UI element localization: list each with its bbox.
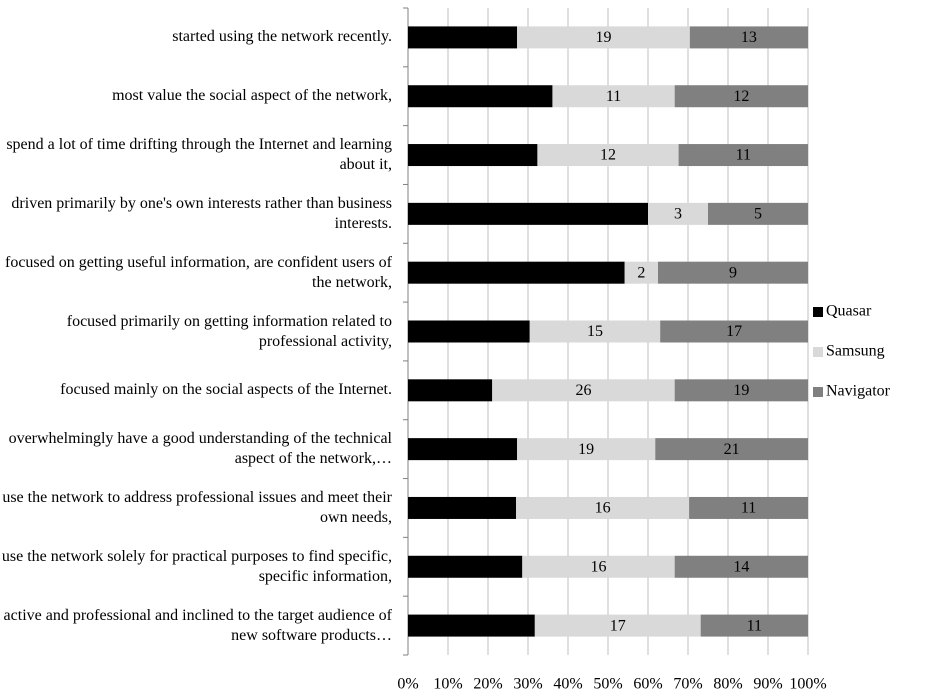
bar bbox=[408, 320, 530, 343]
data-label: 12 bbox=[457, 558, 473, 575]
bar bbox=[689, 496, 808, 519]
legend-swatch bbox=[813, 307, 823, 317]
x-tick-label: 40% bbox=[553, 676, 582, 693]
bar bbox=[534, 614, 701, 637]
x-tick-label: 60% bbox=[633, 676, 662, 693]
bar bbox=[517, 438, 656, 461]
data-label: 12 bbox=[600, 147, 616, 164]
bar bbox=[537, 144, 679, 167]
data-label: 11 bbox=[741, 500, 756, 517]
bar bbox=[492, 379, 675, 402]
data-label: 5 bbox=[754, 206, 762, 223]
data-label: 12 bbox=[520, 206, 536, 223]
y-tick-label: driven primarily by one's own interests … bbox=[11, 194, 392, 232]
data-label: 14 bbox=[461, 323, 477, 340]
y-tick-label: started using the network recently. bbox=[172, 28, 392, 46]
data-label: 11 bbox=[465, 147, 480, 164]
legend-swatch bbox=[813, 387, 823, 397]
bar bbox=[674, 555, 808, 578]
data-label: 3 bbox=[674, 206, 682, 223]
data-label: 13 bbox=[463, 617, 479, 634]
legend-label: Navigator bbox=[826, 383, 891, 400]
y-tick-label: use the network solely for practical pur… bbox=[1, 547, 392, 585]
legend-label: Quasar bbox=[826, 303, 872, 320]
bar bbox=[678, 144, 808, 167]
bar bbox=[516, 496, 690, 519]
data-label: 11 bbox=[747, 617, 762, 634]
x-tick-label: 80% bbox=[713, 676, 742, 693]
data-label: 19 bbox=[733, 382, 749, 399]
data-label: 12 bbox=[442, 382, 458, 399]
data-label: 11 bbox=[736, 147, 751, 164]
data-label: 12 bbox=[733, 88, 749, 105]
bar bbox=[522, 555, 675, 578]
bar bbox=[700, 614, 808, 637]
y-tick-label: focused on getting useful information, a… bbox=[5, 253, 392, 291]
data-label: 10 bbox=[454, 500, 470, 517]
data-label: 16 bbox=[590, 558, 606, 575]
x-tick-label: 0% bbox=[397, 676, 418, 693]
x-tick-label: 50% bbox=[593, 676, 622, 693]
data-label: 13 bbox=[472, 88, 488, 105]
bar bbox=[408, 202, 648, 225]
bar bbox=[648, 202, 708, 225]
data-label: 15 bbox=[587, 323, 603, 340]
bar bbox=[408, 26, 518, 49]
bar bbox=[660, 320, 808, 343]
bar bbox=[708, 202, 808, 225]
data-label: 13 bbox=[741, 29, 757, 46]
bar bbox=[529, 320, 661, 343]
data-label: 2 bbox=[637, 264, 645, 281]
y-tick-label: most value the social aspect of the netw… bbox=[112, 87, 392, 105]
bar bbox=[408, 261, 625, 284]
y-tick-label: spend a lot of time drifting through the… bbox=[6, 136, 392, 174]
x-tick-label: 90% bbox=[753, 676, 782, 693]
data-label: 26 bbox=[575, 382, 591, 399]
bar bbox=[408, 614, 535, 637]
x-tick-label: 70% bbox=[673, 676, 702, 693]
bar bbox=[517, 26, 690, 49]
y-tick-label: focused mainly on the social aspects of … bbox=[60, 381, 392, 399]
y-tick-label: use the network to address professional … bbox=[2, 488, 392, 526]
x-tick-label: 20% bbox=[473, 676, 502, 693]
data-label: 16 bbox=[595, 500, 611, 517]
bar bbox=[552, 85, 675, 108]
data-label: 13 bbox=[508, 264, 524, 281]
data-label: 9 bbox=[729, 264, 737, 281]
y-tick-label: focused primarily on getting information… bbox=[66, 312, 392, 350]
y-tick-label: active and professional and inclined to … bbox=[3, 606, 392, 644]
bar bbox=[408, 85, 553, 108]
data-label: 21 bbox=[724, 441, 740, 458]
legend-label: Samsung bbox=[826, 343, 885, 360]
bar bbox=[658, 261, 808, 284]
data-label: 19 bbox=[595, 29, 611, 46]
x-tick-label: 30% bbox=[513, 676, 542, 693]
bar bbox=[408, 555, 523, 578]
data-label: 17 bbox=[726, 323, 742, 340]
x-tick-label: 100% bbox=[789, 676, 826, 693]
bar bbox=[624, 261, 658, 284]
bar bbox=[408, 496, 517, 519]
data-label: 19 bbox=[578, 441, 594, 458]
data-label: 14 bbox=[733, 558, 749, 575]
data-label: 11 bbox=[606, 88, 621, 105]
bar bbox=[674, 85, 808, 108]
bar bbox=[408, 144, 538, 167]
bar bbox=[408, 438, 518, 461]
bar bbox=[408, 379, 493, 402]
bar bbox=[674, 379, 808, 402]
bar bbox=[689, 26, 808, 49]
y-tick-label: overwhelmingly have a good understanding… bbox=[8, 430, 392, 468]
data-label: 17 bbox=[610, 617, 626, 634]
data-label: 12 bbox=[455, 29, 471, 46]
bar bbox=[655, 438, 808, 461]
legend-swatch bbox=[813, 347, 823, 357]
data-label: 15 bbox=[455, 441, 471, 458]
x-tick-label: 10% bbox=[433, 676, 462, 693]
